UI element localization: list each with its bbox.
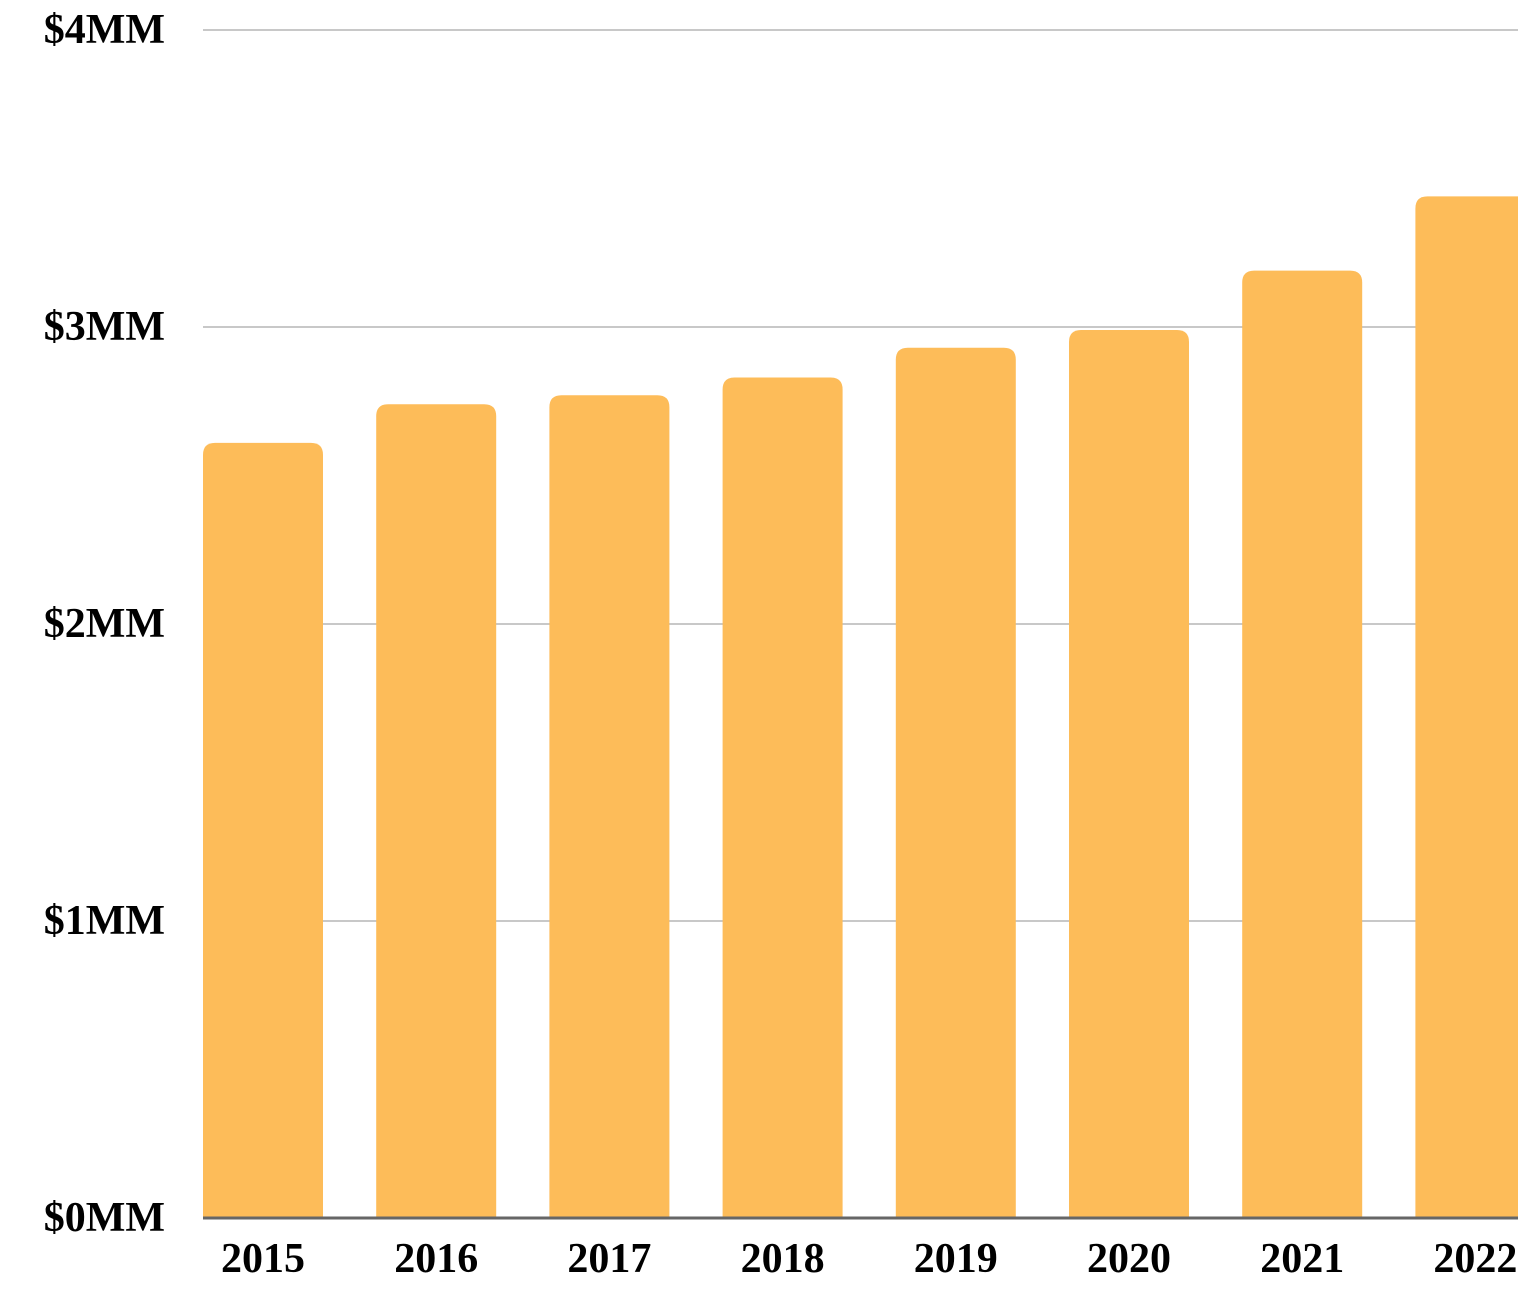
bar: [1069, 329, 1189, 1219]
y-tick-label: $3MM: [44, 304, 165, 350]
bar: [1242, 270, 1363, 1218]
bars: [203, 196, 1518, 1219]
y-tick-label: $2MM: [44, 601, 165, 647]
x-tick-label: 2016: [394, 1236, 478, 1282]
x-tick-label: 2020: [1087, 1236, 1171, 1282]
x-tick-label: 2015: [221, 1236, 305, 1282]
bar: [722, 377, 843, 1218]
bar: [895, 347, 1016, 1218]
x-tick-label: 2021: [1260, 1236, 1344, 1282]
y-tick-label: $0MM: [44, 1195, 165, 1241]
bar: [376, 404, 497, 1219]
x-tick-label: 2017: [567, 1236, 651, 1282]
x-tick-label: 2019: [914, 1236, 998, 1282]
bar: [549, 395, 670, 1218]
x-axis-tick-labels: 2015 2016 2017 2018 2019 2020 2021 2022: [221, 1236, 1517, 1282]
y-tick-label: $4MM: [44, 7, 165, 53]
x-tick-label: 2018: [741, 1236, 825, 1282]
y-axis-tick-labels: $0MM $1MM $2MM $3MM $4MM: [44, 7, 165, 1241]
y-tick-label: $1MM: [44, 898, 165, 944]
bar: [1415, 196, 1518, 1218]
bar: [203, 442, 323, 1219]
x-tick-label: 2022: [1433, 1236, 1517, 1282]
